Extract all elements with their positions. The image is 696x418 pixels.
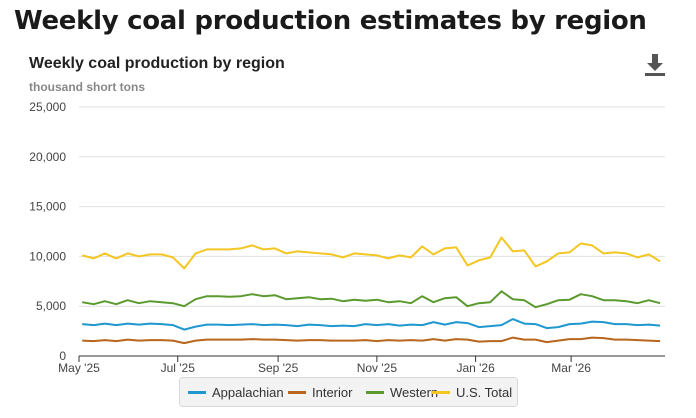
y-tick-label: 15,000 [29, 200, 66, 214]
x-tick-label: Nov '25 [357, 361, 398, 375]
x-tick-label: Sep '25 [258, 361, 299, 375]
x-tick-labels: May '25 Jul '25 Sep '25 Nov '25 Jan '26 Mar '… [58, 356, 591, 375]
legend-label: Appalachian [212, 384, 284, 400]
y-tick-labels: 0 5,000 10,000 15,000 20,000 25,000 [29, 100, 66, 363]
series-line-western[interactable] [82, 290, 661, 309]
x-tick-label: Jan '26 [456, 361, 495, 375]
y-tick-label: 20,000 [29, 150, 66, 164]
series-lines [81, 236, 661, 345]
legend-swatch [288, 390, 306, 394]
legend-swatch [432, 390, 450, 394]
x-tick-label: Mar '26 [551, 361, 591, 375]
legend-item-western[interactable]: Western [366, 378, 438, 406]
legend-label: U.S. Total [456, 384, 513, 400]
series-line-u-s-total[interactable] [81, 236, 661, 270]
page-title: Weekly coal production estimates by regi… [14, 6, 647, 36]
gridlines [79, 106, 665, 307]
y-axis-label: thousand short tons [29, 80, 145, 94]
legend-item-interior[interactable]: Interior [288, 378, 352, 406]
legend-label: Interior [312, 384, 353, 400]
legend: Appalachian Interior Western U.S. Total [179, 377, 518, 407]
download-button[interactable] [643, 52, 667, 78]
y-tick-label: 25,000 [29, 100, 66, 114]
y-tick-label: 0 [59, 349, 66, 363]
download-icon [645, 54, 665, 76]
legend-swatch [366, 390, 384, 394]
x-tick-label: Jul '25 [161, 361, 196, 375]
y-tick-label: 10,000 [29, 249, 66, 263]
y-tick-label: 5,000 [36, 299, 66, 313]
series-line-appalachian[interactable] [82, 318, 661, 331]
legend-swatch [188, 390, 206, 394]
chart-title: Weekly coal production by region [29, 55, 285, 72]
legend-item-us-total[interactable]: U.S. Total [432, 378, 512, 406]
x-tick-label: May '25 [58, 361, 100, 375]
legend-label: Western [390, 384, 439, 400]
legend-item-appalachian[interactable]: Appalachian [188, 378, 284, 406]
series-line-interior[interactable] [82, 336, 661, 345]
